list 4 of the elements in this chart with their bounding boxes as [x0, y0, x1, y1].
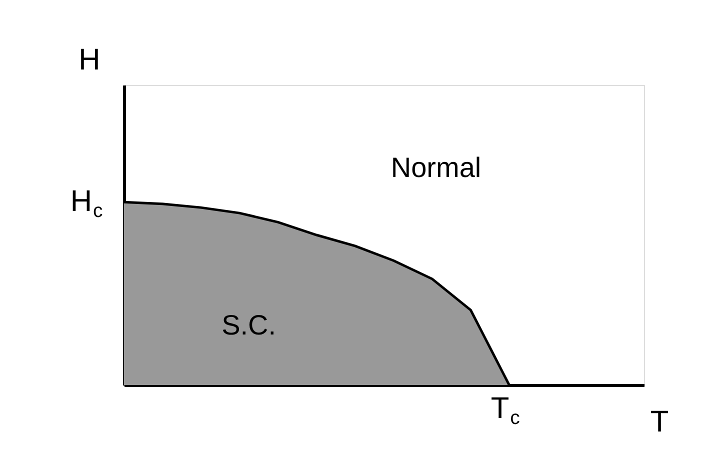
x-axis-title: T: [650, 406, 669, 438]
text: Normal: [390, 152, 482, 184]
annotation: S.C.: [222, 309, 276, 340]
y-axis-title: H: [78, 44, 100, 76]
